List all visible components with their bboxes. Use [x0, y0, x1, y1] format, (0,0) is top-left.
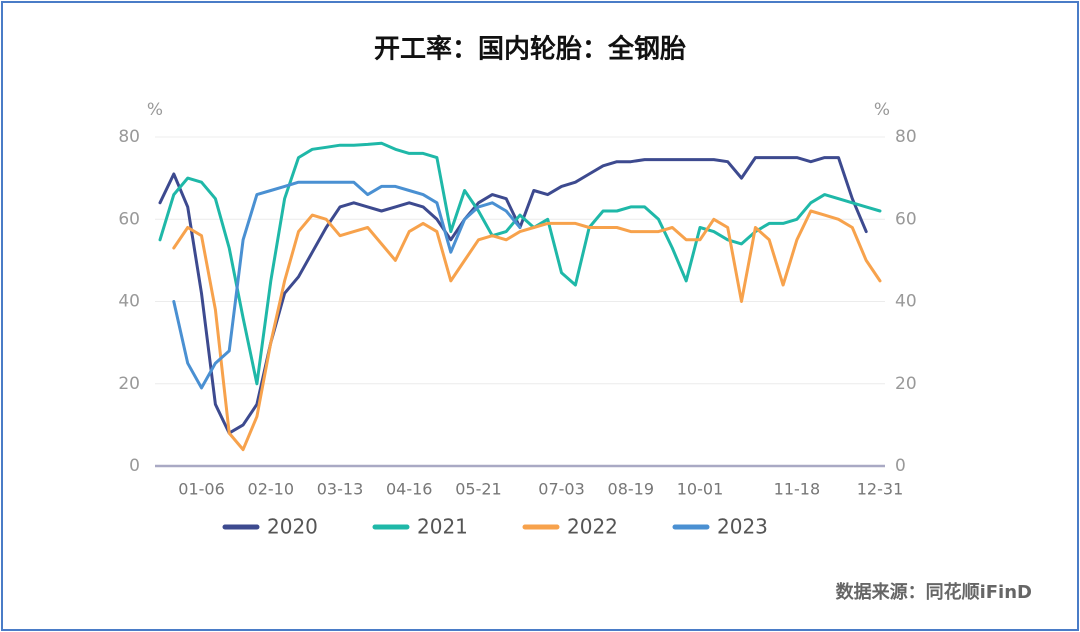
legend-label: 2022 — [567, 515, 618, 539]
legend-label: 2023 — [717, 515, 768, 539]
y-tick-label: 0 — [129, 456, 140, 476]
legend-label: 2021 — [417, 515, 468, 539]
x-tick-label: 08-19 — [608, 480, 655, 499]
y2-tick-label: 60 — [895, 209, 917, 229]
y2-tick-label: 20 — [895, 374, 917, 394]
y2-tick-label: 0 — [895, 456, 906, 476]
y2-tick-label: 80 — [895, 127, 917, 147]
y-tick-label: 20 — [118, 374, 140, 394]
y-tick-label: 60 — [118, 209, 140, 229]
series-line — [172, 180, 522, 390]
x-tick-label: 07-03 — [538, 480, 585, 499]
y-tick-label: 40 — [118, 292, 140, 312]
y2-unit: % — [874, 100, 890, 120]
x-tick-label: 11-18 — [774, 480, 821, 499]
y2-tick-label: 40 — [895, 292, 917, 312]
x-tick-label: 02-10 — [248, 480, 295, 499]
x-tick-label: 04-16 — [386, 480, 433, 499]
source-note: 数据来源：同花顺iFinD — [836, 581, 1032, 603]
chart-title: 开工率：国内轮胎：全钢胎 — [374, 34, 686, 65]
x-tick-label: 03-13 — [317, 480, 364, 499]
x-tick-label: 05-21 — [455, 480, 502, 499]
y-unit: % — [147, 100, 163, 120]
x-tick-label: 12-31 — [857, 480, 904, 499]
legend-label: 2020 — [267, 515, 318, 539]
series-line — [158, 141, 882, 386]
y-tick-label: 80 — [118, 127, 140, 147]
series-line — [172, 209, 882, 452]
x-tick-label: 10-01 — [677, 480, 724, 499]
x-tick-label: 01-06 — [178, 480, 225, 499]
